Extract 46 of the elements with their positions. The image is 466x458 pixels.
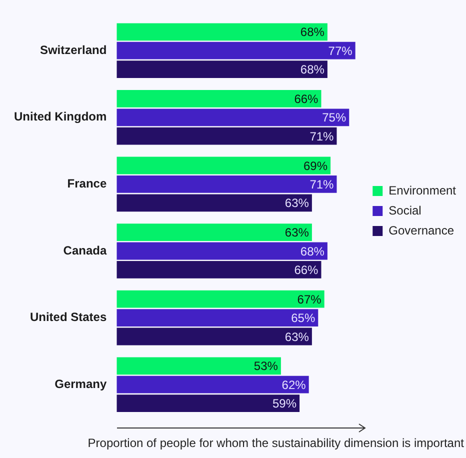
legend-label: Environment (388, 183, 457, 198)
x-axis-title: Proportion of people for whom the sustainability dimension is important (86, 436, 464, 450)
legend-label: Social (388, 203, 422, 218)
data-label: 66% (294, 263, 319, 278)
bar (116, 242, 328, 260)
bar (116, 90, 322, 108)
bar (116, 176, 337, 193)
y-tick-label: Switzerland (40, 42, 107, 57)
bar (116, 108, 350, 126)
y-tick-label: Germany (54, 376, 107, 391)
data-label: 65% (291, 311, 316, 326)
data-label: 62% (282, 378, 306, 392)
bar (116, 194, 312, 212)
bar (116, 376, 309, 394)
data-label: 53% (254, 359, 278, 374)
data-label: 67% (297, 292, 322, 306)
data-label: 68% (300, 244, 325, 258)
data-label: 71% (310, 178, 334, 192)
bar (116, 261, 322, 278)
bar (116, 23, 328, 41)
data-label: 68% (300, 62, 325, 77)
bar (116, 328, 312, 346)
data-label: 71% (310, 129, 334, 144)
data-label: 66% (294, 92, 319, 106)
y-tick-label: United Kingdom (14, 110, 107, 124)
bar (116, 357, 281, 375)
bar (116, 127, 337, 145)
legend-label: Governance (388, 223, 454, 238)
y-tick-label: United States (30, 310, 107, 324)
data-label: 63% (284, 196, 310, 210)
data-label: 69% (304, 158, 328, 173)
data-label: 63% (284, 330, 310, 344)
bar (116, 42, 356, 60)
bar (116, 309, 318, 326)
bar (116, 60, 328, 78)
data-label: 63% (284, 226, 310, 240)
bar (116, 394, 300, 412)
y-tick-label: Canada (63, 243, 107, 258)
y-tick-label: France (67, 176, 107, 191)
bar (116, 290, 324, 308)
data-label: 77% (328, 44, 353, 58)
bar (116, 224, 312, 241)
data-label: 59% (272, 396, 297, 411)
data-label: 68% (300, 25, 325, 40)
data-label: 75% (322, 110, 346, 125)
bar (116, 156, 331, 174)
